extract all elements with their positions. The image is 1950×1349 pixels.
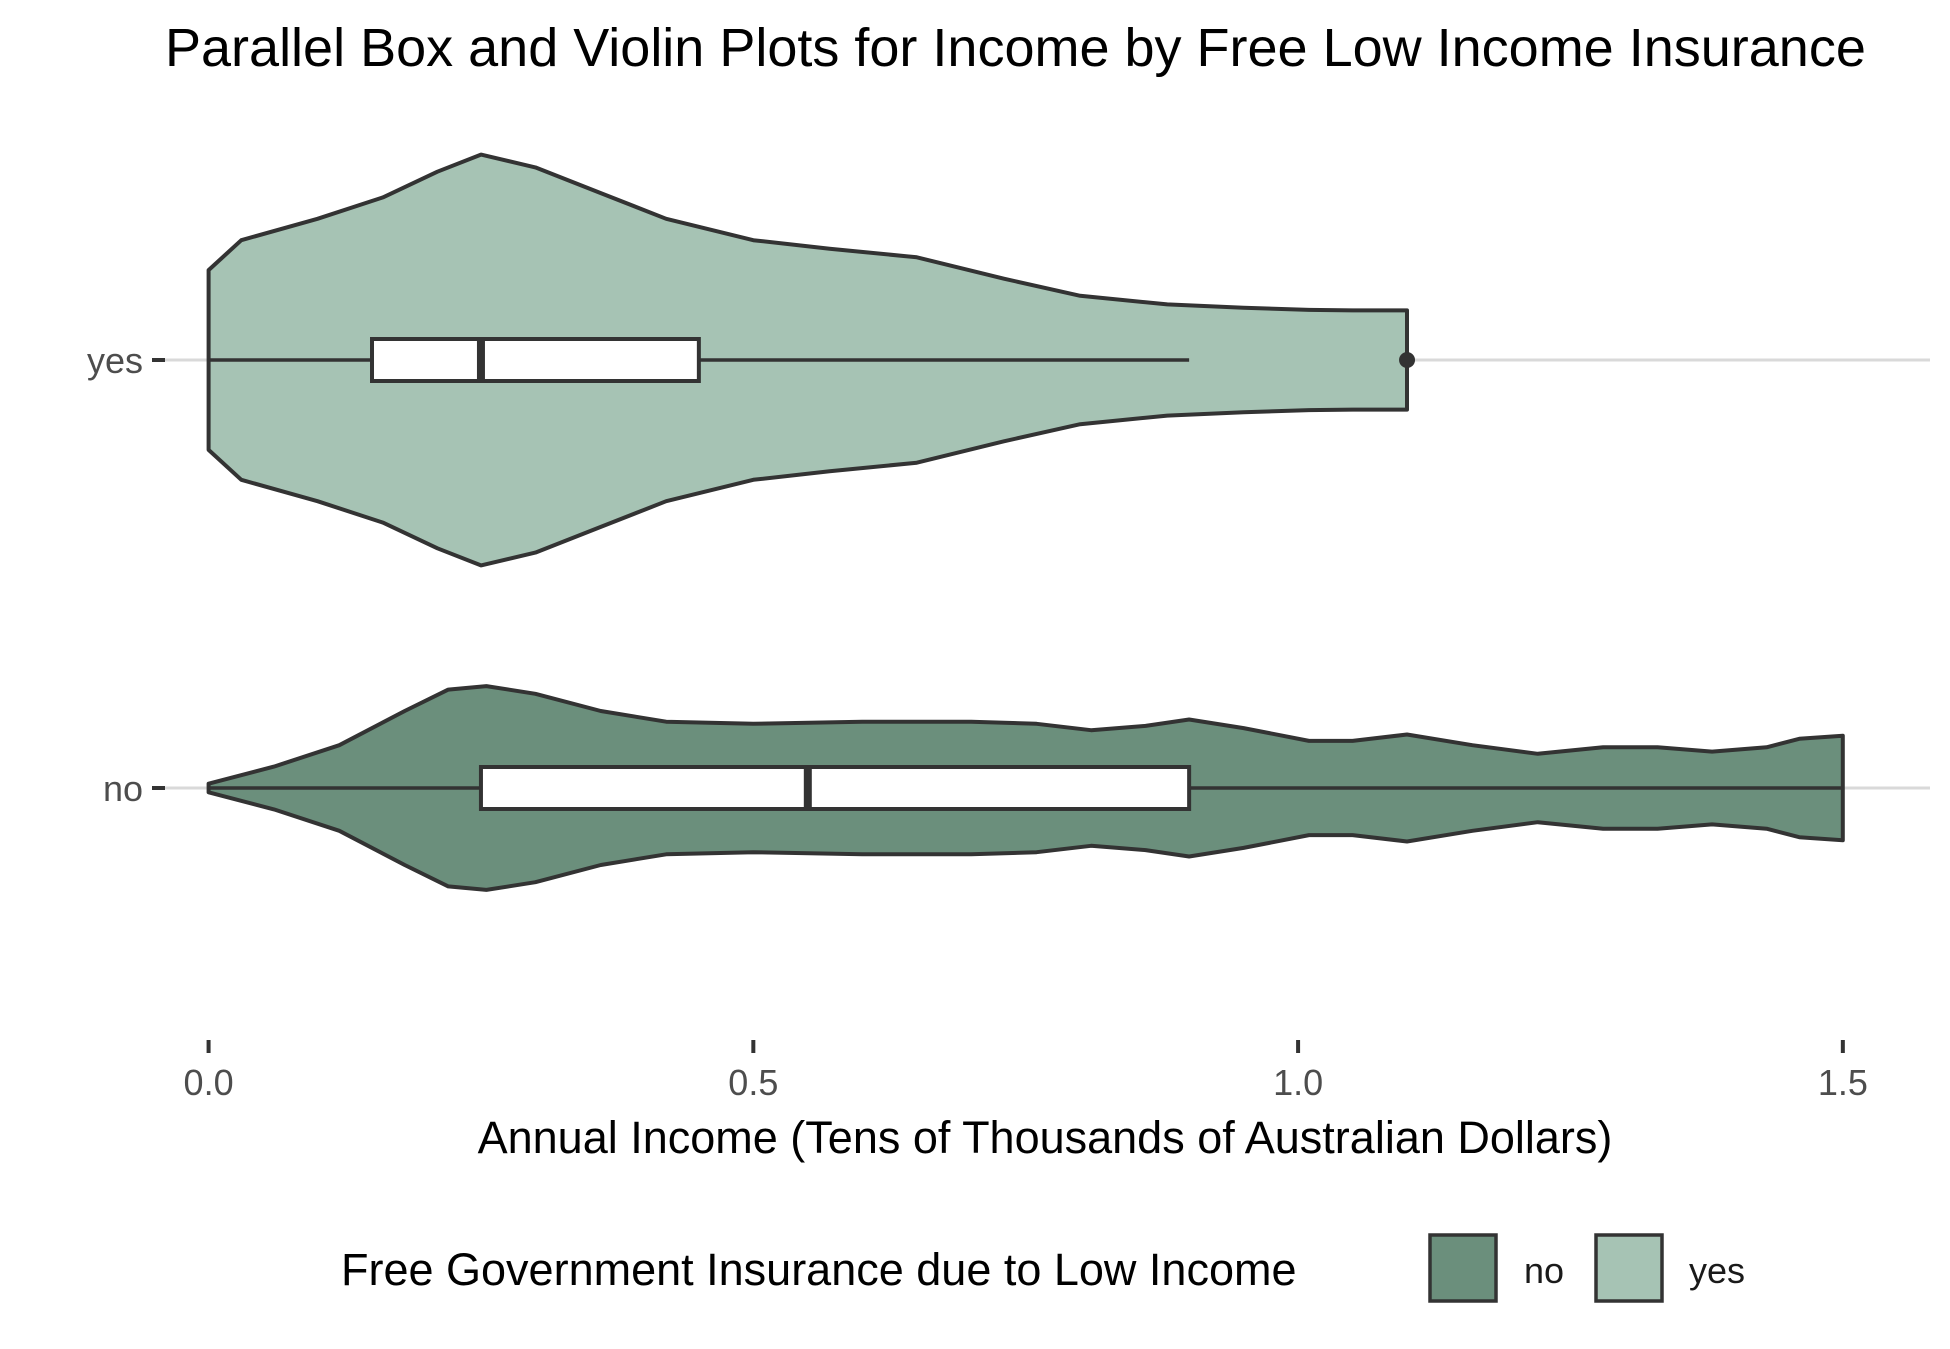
boxes (208, 337, 1843, 811)
legend-title: Free Government Insurance due to Low Inc… (341, 1244, 1297, 1295)
legend-key-no (1428, 1233, 1498, 1303)
x-tick-label-1.0: 1.0 (1273, 1062, 1323, 1103)
y-tick-label-yes: yes (87, 340, 143, 381)
y-tick-label-no: no (103, 768, 143, 809)
y-axis: yes no (87, 340, 165, 809)
x-tick-label-0.5: 0.5 (728, 1062, 778, 1103)
legend-label-yes: yes (1689, 1250, 1745, 1291)
legend: Free Government Insurance due to Low Inc… (341, 1233, 1745, 1303)
chart-title: Parallel Box and Violin Plots for Income… (165, 18, 1866, 78)
legend-label-no: no (1524, 1250, 1564, 1291)
x-tick-label-0.0: 0.0 (184, 1062, 234, 1103)
x-axis-title: Annual Income (Tens of Thousands of Aust… (478, 1112, 1613, 1163)
legend-items: no yes (1428, 1233, 1745, 1303)
box-no (478, 765, 1192, 811)
x-tick-label-1.5: 1.5 (1818, 1062, 1868, 1103)
legend-key-yes (1594, 1233, 1664, 1303)
outlier-yes-0 (1399, 352, 1416, 368)
box-yes (370, 337, 701, 383)
x-axis: 0.0 0.5 1.0 1.5 (184, 1040, 1868, 1103)
